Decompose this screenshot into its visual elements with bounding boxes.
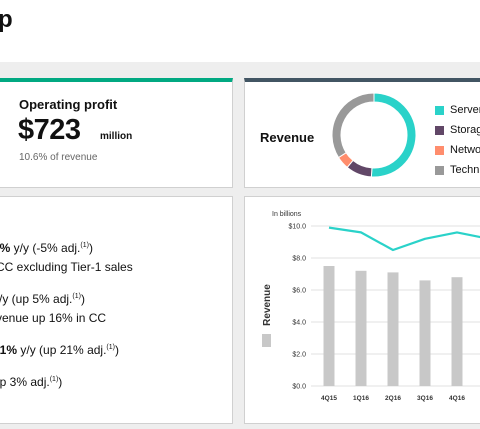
footnote-marker: (1)	[80, 242, 89, 249]
highlight-figure: 5%	[0, 241, 11, 255]
revenue-donut-chart	[331, 92, 417, 178]
revenue-card: Revenue Server Storag Netwo Techn	[244, 78, 480, 188]
legend-label: Netwo	[450, 144, 480, 156]
ylabel-marker	[262, 334, 271, 347]
x-tick-label: 4Q16	[449, 395, 465, 402]
quarterly-revenue-card: In billions $0.0 $2.0 $4.0 $6.0 $8.0 $10.0 Reve…	[244, 196, 480, 424]
footnote-marker: (1)	[72, 293, 81, 300]
operating-profit-unit: million	[100, 131, 133, 142]
highlight-line: 5% y/y (-5% adj.(1))	[0, 241, 93, 255]
highlight-text: up 3% adj.	[0, 375, 50, 389]
legend-label: Storag	[450, 124, 480, 136]
donut-slice-techn	[331, 92, 375, 159]
highlight-text: venue up 16% in CC	[0, 311, 107, 325]
highlight-text: y/y (up 5% adj.	[0, 292, 73, 306]
footnote-marker: (1)	[106, 344, 115, 351]
y-tick-label: $8.0	[292, 256, 306, 263]
x-tick-label: 4Q15	[321, 395, 337, 402]
highlight-text: CC excluding Tier-1 sales	[0, 260, 133, 274]
highlight-line: up 3% adj.(1))	[0, 375, 62, 389]
highlight-figure: 21%	[0, 343, 18, 357]
highlight-line: CC excluding Tier-1 sales	[0, 260, 133, 274]
legend-label: Techn	[450, 164, 480, 176]
bar-4q15	[323, 266, 335, 386]
highlight-text: y/y (up 21% adj.	[17, 343, 107, 357]
highlight-text-end: )	[88, 241, 93, 255]
revenue-label: Revenue	[260, 130, 315, 145]
operating-profit-card: Operating profit $723 million 10.6% of r…	[0, 78, 233, 188]
legend-item: Netwo	[435, 144, 480, 158]
legend-label: Server	[450, 104, 480, 116]
header: p	[0, 0, 480, 62]
operating-profit-subtext: 10.6% of revenue	[19, 152, 98, 163]
y-tick-label: $4.0	[292, 320, 306, 327]
y-tick-label: $10.0	[288, 224, 306, 231]
highlight-text-end: )	[80, 292, 85, 306]
highlight-text-end: )	[114, 343, 119, 357]
page-title: p	[0, 6, 13, 33]
units-label: In billions	[272, 211, 302, 218]
legend-swatch	[435, 126, 444, 135]
highlight-text-end: )	[58, 375, 63, 389]
operating-profit-label: Operating profit	[19, 97, 118, 112]
legend-item: Storag	[435, 124, 480, 138]
highlight-line: 21% y/y (up 21% adj.(1))	[0, 343, 119, 357]
x-tick-label: 1Q16	[353, 395, 369, 402]
x-tick-label: 3Q16	[417, 395, 433, 402]
bar-4q16	[451, 277, 463, 386]
revenue-trend-line	[328, 226, 480, 252]
bar-3q16	[419, 280, 431, 386]
quarterly-revenue-chart: In billions $0.0 $2.0 $4.0 $6.0 $8.0 $10.0 Reve…	[262, 211, 480, 402]
highlight-line: y/y (up 5% adj.(1))	[0, 292, 85, 306]
legend-item: Server	[435, 104, 480, 118]
y-tick-label: $0.0	[292, 384, 306, 391]
y-axis-label: Revenue	[262, 284, 273, 326]
x-tick-label: 2Q16	[385, 395, 401, 402]
footnote-marker: (1)	[49, 376, 59, 383]
operating-profit-value: $723	[18, 114, 81, 146]
highlight-text: y/y (-5% adj.	[10, 241, 81, 255]
y-tick-label: $6.0	[292, 288, 306, 295]
legend-swatch	[435, 166, 444, 175]
legend-swatch	[435, 146, 444, 155]
legend-item: Techn	[435, 164, 480, 178]
donut-slice-server	[370, 92, 417, 178]
highlights-card: 5% y/y (-5% adj.(1))CC excluding Tier-1 …	[0, 196, 233, 424]
y-tick-label: $2.0	[292, 352, 306, 359]
bar-1q16	[355, 270, 367, 386]
highlight-line: venue up 16% in CC	[0, 311, 106, 325]
bar-2q16	[387, 272, 399, 386]
legend-swatch	[435, 106, 444, 115]
